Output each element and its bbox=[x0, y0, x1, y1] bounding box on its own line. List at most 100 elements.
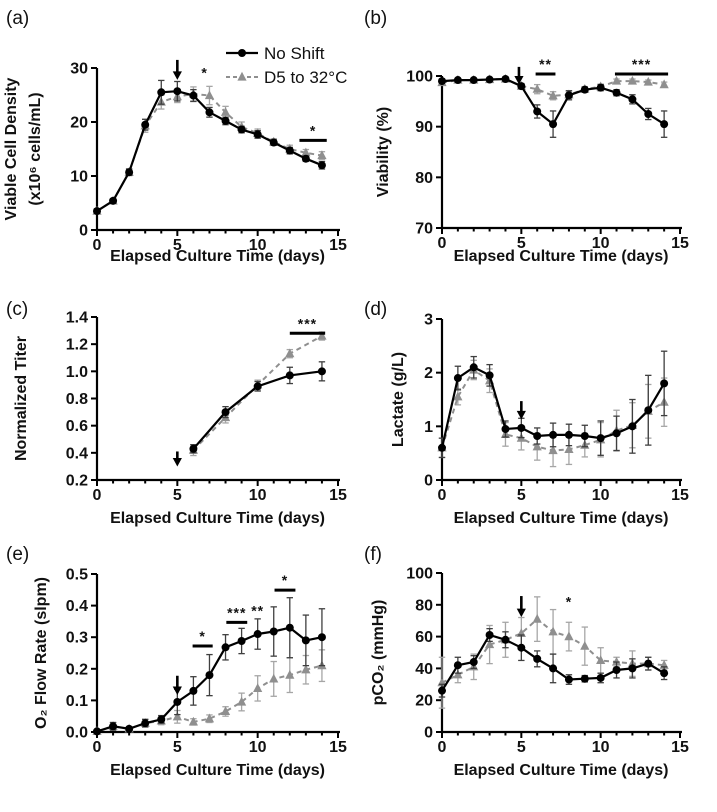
x-tick-label: 10 bbox=[592, 739, 610, 756]
significance-marker: *** bbox=[289, 315, 326, 335]
triangle-marker bbox=[204, 90, 215, 100]
circle-marker bbox=[533, 107, 542, 116]
triangle-marker bbox=[220, 706, 231, 716]
panel-letter-d: (d) bbox=[364, 299, 387, 320]
circle-marker bbox=[564, 430, 573, 439]
triangle-marker bbox=[659, 79, 669, 89]
y-tick-label: 0.2 bbox=[66, 661, 88, 678]
y-tick-label: 100 bbox=[406, 566, 433, 583]
circle-marker bbox=[221, 116, 230, 125]
legend-circle-marker bbox=[238, 49, 246, 57]
triangle-marker bbox=[253, 683, 263, 692]
circle-marker bbox=[205, 108, 214, 117]
x-axis-title: Elapsed Culture Time (days) bbox=[454, 762, 669, 779]
triangle-marker bbox=[204, 713, 215, 723]
ticks: 0 5 10 15 0 20 40 60 80 100 bbox=[406, 566, 689, 757]
circle-marker bbox=[501, 75, 510, 84]
circle-marker bbox=[533, 431, 542, 440]
legend: No Shift D5 to 32°C bbox=[226, 44, 347, 87]
y-tick-label: 0 bbox=[424, 725, 433, 742]
triangle-marker bbox=[548, 445, 558, 455]
svg-text:***: *** bbox=[632, 56, 651, 72]
triangle-marker bbox=[301, 664, 311, 674]
triangle-marker bbox=[453, 391, 463, 401]
temperature-shift-arrow bbox=[172, 675, 182, 695]
x-tick-label: 10 bbox=[592, 235, 610, 252]
triangle-marker bbox=[564, 444, 574, 454]
triangle-marker bbox=[285, 348, 295, 358]
y-tick-label: 40 bbox=[415, 661, 433, 678]
y-tick-label: 0.2 bbox=[66, 473, 88, 490]
triangle-marker bbox=[172, 711, 182, 721]
triangle-marker bbox=[237, 696, 247, 706]
significance-marker: * bbox=[274, 572, 296, 592]
svg-text:*: * bbox=[310, 122, 316, 138]
triangle-marker bbox=[580, 640, 590, 650]
circle-marker bbox=[612, 88, 621, 97]
circle-marker bbox=[612, 429, 621, 438]
legend-triangle-marker bbox=[237, 71, 247, 81]
panel-c-normalized-titer-chart: (c) 0 5 10 15 0.2 0.4 0.6 0.8 1.0 1.2 1.4 Elapsed Cu… bbox=[0, 269, 358, 538]
circle-marker bbox=[221, 643, 230, 652]
circle-marker bbox=[628, 95, 637, 104]
triangle-marker bbox=[453, 669, 463, 679]
triangle-marker bbox=[564, 631, 574, 641]
circle-marker bbox=[644, 110, 653, 118]
x-tick-label: 10 bbox=[249, 237, 267, 254]
circle-marker bbox=[628, 664, 637, 673]
circle-marker bbox=[173, 87, 182, 96]
circle-marker bbox=[285, 623, 294, 632]
axes bbox=[95, 574, 340, 734]
circle-marker bbox=[501, 635, 510, 644]
circle-marker bbox=[301, 154, 310, 163]
triangle-marker bbox=[532, 613, 542, 623]
circle-marker bbox=[189, 686, 198, 695]
circle-marker bbox=[285, 371, 294, 380]
panel-letter-a: (a) bbox=[6, 8, 29, 29]
panel-letter-c: (c) bbox=[6, 299, 28, 320]
x-axis-title: Elapsed Culture Time (days) bbox=[110, 510, 325, 527]
chart-svg-c: (c) 0 5 10 15 0.2 0.4 0.6 0.8 1.0 1.2 1.4 Elapsed Cu… bbox=[6, 299, 347, 527]
circle-marker bbox=[660, 120, 669, 129]
triangle-marker bbox=[317, 330, 327, 340]
circle-marker bbox=[285, 146, 294, 155]
panel-letter-e: (e) bbox=[6, 544, 29, 565]
circle-marker bbox=[469, 363, 478, 372]
ticks: 0 5 10 15 0 10 20 30 bbox=[70, 61, 347, 255]
y-tick-label: 80 bbox=[415, 170, 433, 187]
series-no_shift bbox=[438, 350, 669, 459]
y-tick-label: 1 bbox=[424, 419, 433, 436]
x-axis-title: Elapsed Culture Time (days) bbox=[454, 510, 669, 527]
series-shift bbox=[437, 359, 669, 468]
circle-marker bbox=[253, 630, 262, 639]
triangle-marker bbox=[548, 90, 558, 100]
triangle-marker bbox=[188, 716, 198, 726]
circle-marker bbox=[253, 130, 262, 139]
svg-text:*: * bbox=[566, 593, 572, 609]
significance-marker: *** bbox=[226, 604, 248, 624]
x-tick-label: 15 bbox=[671, 235, 689, 252]
circle-marker bbox=[237, 636, 246, 645]
series-no_shift bbox=[438, 75, 669, 138]
panel-f-pco2-chart: (f) 0 5 10 15 0 20 40 60 80 100 Elapsed Culture Tim… bbox=[358, 538, 716, 807]
svg-text:***: *** bbox=[298, 315, 317, 331]
ticks: 0 5 10 15 70 80 90 100 bbox=[406, 69, 689, 253]
panel-letter-f: (f) bbox=[364, 544, 382, 565]
circle-marker bbox=[438, 686, 446, 695]
circle-marker bbox=[485, 75, 494, 84]
axes bbox=[440, 319, 682, 482]
circle-marker bbox=[596, 434, 605, 443]
chart-svg-e: (e) 0 5 10 15 0.0 0.1 0.2 0.3 0.4 0.5 Elapsed Cultu… bbox=[6, 544, 347, 779]
triangle-marker bbox=[611, 656, 622, 666]
circle-marker bbox=[189, 444, 198, 453]
y-tick-label: 0.1 bbox=[66, 693, 88, 710]
y-axis-title: (x10⁶ cells/mL) bbox=[27, 92, 44, 205]
legend-label-shift: D5 to 32°C bbox=[264, 68, 347, 87]
circle-marker bbox=[221, 408, 230, 417]
y-tick-label: 10 bbox=[70, 169, 88, 186]
circle-marker bbox=[317, 161, 326, 170]
triangle-marker bbox=[532, 441, 542, 451]
circle-marker bbox=[173, 697, 182, 706]
x-tick-label: 5 bbox=[173, 739, 182, 756]
circle-marker bbox=[644, 659, 653, 668]
